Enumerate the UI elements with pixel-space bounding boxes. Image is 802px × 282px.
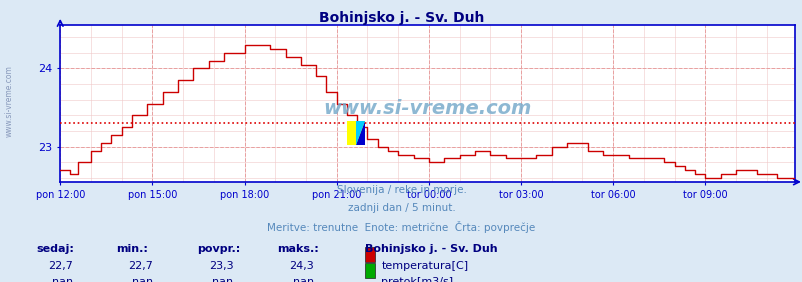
Text: -nan: -nan [128,277,153,282]
Text: zadnji dan / 5 minut.: zadnji dan / 5 minut. [347,203,455,213]
Text: -nan: -nan [209,277,233,282]
Text: www.si-vreme.com: www.si-vreme.com [5,66,14,137]
Text: 24,3: 24,3 [289,261,314,271]
Polygon shape [355,121,364,145]
Text: min.:: min.: [116,244,148,254]
Text: Bohinjsko j. - Sv. Duh: Bohinjsko j. - Sv. Duh [318,11,484,25]
Text: -nan: -nan [289,277,314,282]
Text: maks.:: maks.: [277,244,318,254]
Text: povpr.:: povpr.: [196,244,240,254]
Text: sedaj:: sedaj: [36,244,74,254]
Text: temperatura[C]: temperatura[C] [381,261,468,271]
Polygon shape [355,121,364,145]
Text: Bohinjsko j. - Sv. Duh: Bohinjsko j. - Sv. Duh [365,244,497,254]
Text: 23,3: 23,3 [209,261,233,271]
Text: www.si-vreme.com: www.si-vreme.com [323,99,531,118]
Text: 22,7: 22,7 [128,261,153,271]
Text: -nan: -nan [48,277,73,282]
Text: pretok[m3/s]: pretok[m3/s] [381,277,453,282]
Text: 22,7: 22,7 [48,261,73,271]
Text: Slovenija / reke in morje.: Slovenija / reke in morje. [336,185,466,195]
Text: Meritve: trenutne  Enote: metrične  Črta: povprečje: Meritve: trenutne Enote: metrične Črta: … [267,221,535,233]
